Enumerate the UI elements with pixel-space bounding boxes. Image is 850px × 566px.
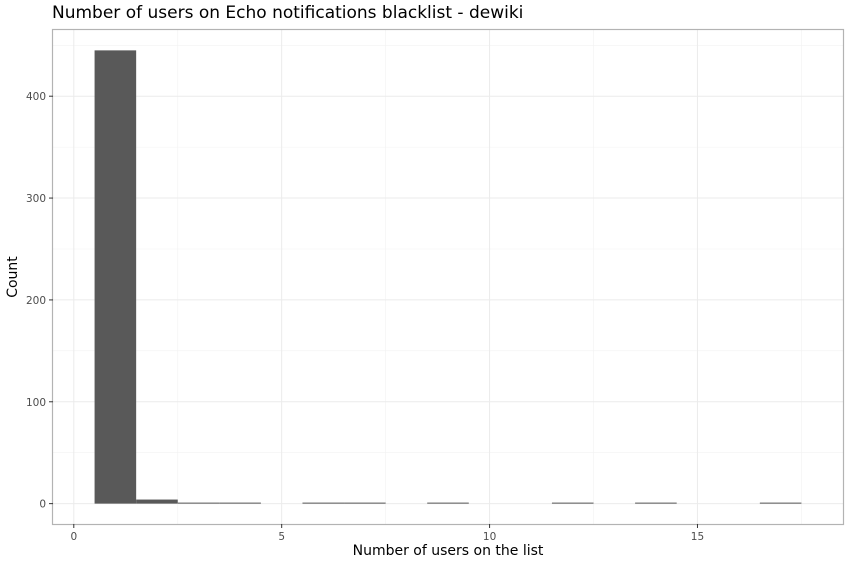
histogram-bar [219,502,261,504]
x-axis-ticks: 0 5 10 15 [70,524,704,543]
x-tick-label: 10 [483,531,496,543]
histogram-bar [427,502,469,504]
y-tick-label: 0 [39,499,46,511]
x-tick-label: 15 [691,531,704,543]
y-axis-title: Count [5,256,21,298]
y-tick-label: 100 [26,397,46,409]
histogram-bar [759,502,802,504]
histogram-bars [94,50,802,504]
histogram-bar [551,502,594,504]
chart-title: Number of users on Echo notifications bl… [52,3,524,23]
histogram-bar [177,502,220,504]
y-tick-label: 400 [26,91,46,103]
x-tick-label: 0 [70,531,77,543]
y-axis-ticks: 0 100 200 300 400 [26,91,53,511]
histogram-bar [344,502,386,504]
histogram-bar [635,502,677,504]
panel-border [51,28,845,526]
histogram-bar [136,499,178,504]
y-tick-label: 300 [26,193,46,205]
x-axis-title: Number of users on the list [353,543,544,559]
major-gridlines [53,30,843,524]
minor-gridlines [53,30,843,524]
x-tick-label: 5 [278,531,285,543]
histogram-bar [94,50,137,504]
histogram-bar [302,502,345,504]
y-tick-label: 200 [26,295,46,307]
